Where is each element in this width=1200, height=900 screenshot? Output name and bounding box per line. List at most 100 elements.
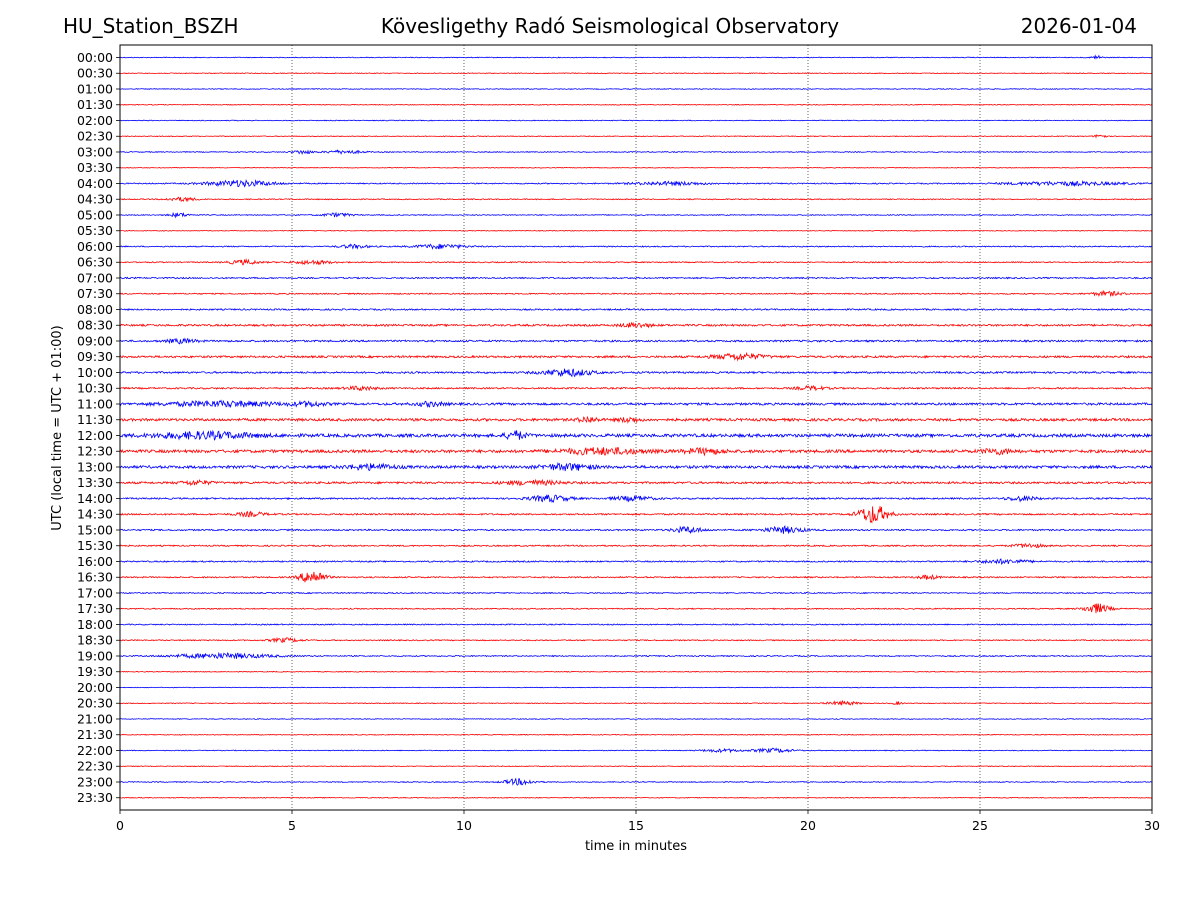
trace-0130 — [119, 103, 1153, 106]
ytick-label-0230: 02:30 — [77, 129, 113, 144]
trace-1430 — [119, 506, 1153, 524]
trace-2100 — [119, 718, 1153, 720]
ytick-label-0600: 06:00 — [77, 239, 113, 254]
ytick-label-0400: 04:00 — [77, 176, 113, 191]
trace-2130 — [119, 733, 1153, 736]
xtick-label-20: 20 — [800, 818, 816, 833]
trace-0630 — [119, 258, 1153, 266]
trace-1630 — [119, 571, 1153, 583]
y-axis-ticks: 00:0000:3001:0001:3002:0002:3003:0003:30… — [77, 50, 120, 805]
xtick-label-0: 0 — [116, 818, 124, 833]
trace-0700 — [119, 276, 1153, 280]
trace-0230 — [119, 134, 1153, 139]
ytick-label-1200: 12:00 — [77, 428, 113, 443]
trace-1030 — [119, 384, 1153, 392]
ytick-label-0430: 04:30 — [77, 192, 113, 207]
seismogram-traces — [119, 54, 1153, 799]
ytick-label-1700: 17:00 — [77, 585, 113, 600]
trace-0000 — [119, 54, 1152, 60]
ytick-label-2100: 21:00 — [77, 711, 113, 726]
trace-1330 — [119, 478, 1153, 487]
trace-1400 — [119, 494, 1153, 504]
ytick-label-2000: 20:00 — [77, 680, 113, 695]
ytick-label-0930: 09:30 — [77, 349, 113, 364]
trace-0300 — [119, 149, 1153, 155]
record-date: 2026-01-04 — [1020, 14, 1137, 38]
ytick-label-1730: 17:30 — [77, 601, 113, 616]
trace-0330 — [119, 166, 1153, 169]
trace-1930 — [119, 670, 1153, 673]
trace-0400 — [119, 179, 1153, 188]
trace-0030 — [119, 72, 1153, 75]
ytick-label-0130: 01:30 — [77, 97, 113, 112]
trace-1200 — [119, 429, 1153, 441]
ytick-label-1930: 19:30 — [77, 664, 113, 679]
ytick-label-2230: 22:30 — [77, 759, 113, 774]
ytick-label-1100: 11:00 — [77, 396, 113, 411]
station-name: HU_Station_BSZH — [63, 14, 239, 38]
ytick-label-2200: 22:00 — [77, 743, 113, 758]
trace-0200 — [119, 119, 1153, 122]
ytick-label-2130: 21:30 — [77, 727, 113, 742]
trace-2030 — [119, 699, 1153, 706]
xtick-label-30: 30 — [1144, 818, 1160, 833]
ytick-label-2330: 23:30 — [77, 790, 113, 805]
ytick-label-1330: 13:30 — [77, 475, 113, 490]
trace-1530 — [119, 542, 1153, 549]
trace-1230 — [119, 446, 1153, 457]
ytick-label-1500: 15:00 — [77, 522, 113, 537]
ytick-label-1030: 10:30 — [77, 381, 113, 396]
ytick-label-1830: 18:30 — [77, 633, 113, 648]
ytick-label-0330: 03:30 — [77, 160, 113, 175]
ytick-label-0700: 07:00 — [77, 270, 113, 285]
ytick-label-0730: 07:30 — [77, 286, 113, 301]
ytick-label-0200: 02:00 — [77, 113, 113, 128]
ytick-label-2300: 23:00 — [77, 774, 113, 789]
ytick-label-1430: 14:30 — [77, 507, 113, 522]
ytick-label-2030: 20:30 — [77, 696, 113, 711]
ytick-label-1630: 16:30 — [77, 570, 113, 585]
trace-1900 — [119, 651, 1153, 660]
trace-1600 — [119, 558, 1153, 566]
ytick-label-1000: 10:00 — [77, 365, 113, 380]
ytick-label-0300: 03:00 — [77, 144, 113, 159]
trace-1100 — [119, 399, 1153, 409]
trace-1300 — [119, 462, 1153, 472]
trace-2300 — [119, 777, 1153, 786]
ytick-label-0000: 00:00 — [77, 50, 113, 65]
ytick-label-0800: 08:00 — [77, 302, 113, 317]
ytick-label-1300: 13:00 — [77, 459, 113, 474]
trace-2230 — [119, 765, 1153, 768]
observatory-title: Kövesligethy Radó Seismological Observat… — [380, 14, 840, 38]
ytick-label-1600: 16:00 — [77, 554, 113, 569]
xtick-label-5: 5 — [288, 818, 296, 833]
trace-0600 — [119, 243, 1153, 250]
trace-1700 — [119, 591, 1153, 595]
trace-1830 — [119, 636, 1153, 644]
x-axis-label: time in minutes — [585, 839, 687, 854]
trace-2000 — [119, 686, 1153, 689]
ytick-label-1900: 19:00 — [77, 648, 113, 663]
trace-0500 — [119, 211, 1153, 219]
ytick-label-0100: 01:00 — [77, 81, 113, 96]
trace-0530 — [119, 229, 1153, 232]
trace-1500 — [119, 524, 1153, 535]
trace-0830 — [119, 321, 1153, 329]
xtick-label-10: 10 — [456, 818, 472, 833]
x-axis-ticks: 0 5 10 15 20 25 30 — [116, 810, 1160, 833]
trace-2330 — [119, 796, 1153, 799]
trace-1000 — [119, 368, 1153, 378]
grid-lines — [291, 45, 981, 810]
trace-2200 — [119, 747, 1153, 754]
ytick-label-0530: 05:30 — [77, 223, 113, 238]
ytick-label-0500: 05:00 — [77, 207, 113, 222]
trace-0100 — [119, 88, 1153, 90]
trace-0800 — [119, 307, 1153, 312]
trace-1730 — [119, 603, 1153, 614]
ytick-label-1230: 12:30 — [77, 444, 113, 459]
ytick-label-0630: 06:30 — [77, 255, 113, 270]
y-axis-label: UTC (local time = UTC + 01:00) — [50, 325, 65, 530]
ytick-label-1800: 18:00 — [77, 617, 113, 632]
trace-0430 — [119, 196, 1153, 203]
